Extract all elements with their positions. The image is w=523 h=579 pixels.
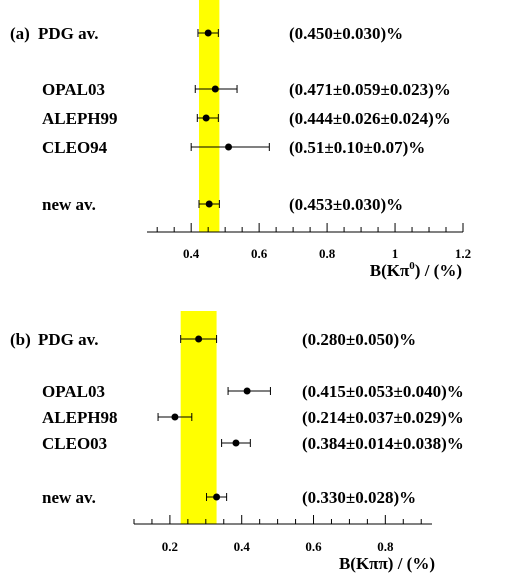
tick-label: 0.6 [251,246,268,261]
tick-label: 0.8 [377,539,394,554]
x-axis: 0.4 0.6 0.8 1 1.2 [147,223,471,261]
tick-label: 1 [392,246,399,261]
tick-label: 0.4 [183,246,200,261]
central-value-marker [205,200,213,208]
tick-label: 0.6 [305,539,322,554]
central-value-marker [202,114,210,122]
data-points [190,29,270,208]
tick-label: 0.2 [162,539,178,554]
panel-label: (a) [10,24,30,43]
value-label: (0.330±0.028)% [302,488,416,507]
value-label: (0.444±0.026±0.024)% [289,109,451,128]
measurement-label: CLEO94 [42,138,108,157]
measurement-labels: PDG av. OPAL03 ALEPH99 CLEO94 new av. [38,24,118,214]
tick-label: 0.4 [234,539,251,554]
measurement-label: new av. [42,195,96,214]
value-label: (0.415±0.053±0.040)% [302,382,464,401]
measurement-label: ALEPH98 [42,408,118,427]
measurement-label: OPAL03 [42,80,105,99]
measurement-label: CLEO03 [42,434,107,453]
x-axis: 0.2 0.4 0.6 0.8 [133,515,432,554]
value-label: (0.51±0.10±0.07)% [289,138,425,157]
value-labels: (0.280±0.050)% (0.415±0.053±0.040)% (0.214… [302,330,464,507]
panel-a: (a) PDG av. OPAL03 ALEPH99 CLEO94 new av. (0… [10,0,471,280]
x-axis-title: B(Kπ0) / (%) [370,260,462,280]
value-label: (0.450±0.030)% [289,24,403,43]
central-value-marker [171,413,179,421]
central-value-marker [211,85,219,93]
measurement-point [206,493,228,501]
measurement-label: ALEPH99 [42,109,118,128]
data-points [157,335,271,501]
value-labels: (0.450±0.030)% (0.471±0.059±0.023)% (0.444… [289,24,451,214]
central-value-marker [225,143,233,151]
tick-label: 0.8 [319,246,336,261]
measurement-point [196,114,219,122]
measurement-label: PDG av. [38,330,98,349]
value-label: (0.384±0.014±0.038)% [302,434,464,453]
measurement-point [198,200,220,208]
average-band [198,0,220,232]
value-label: (0.453±0.030)% [289,195,403,214]
measurement-label: new av. [42,488,96,507]
value-label: (0.280±0.050)% [302,330,416,349]
value-label: (0.471±0.059±0.023)% [289,80,451,99]
measurement-point [221,439,251,447]
central-value-marker [232,439,240,447]
panel-b: (b) PDG av. OPAL03 ALEPH98 CLEO03 new av. (0… [10,311,464,573]
measurement-point [194,85,238,93]
central-value-marker [195,335,203,343]
measurement-point [197,29,219,37]
central-value-marker [204,29,212,37]
measurement-point [190,143,270,151]
x-axis-title: B(Kππ) / (%) [339,554,435,573]
tick-label: 1.2 [455,246,471,261]
panel-label: (b) [10,330,31,349]
value-label: (0.214±0.037±0.029)% [302,408,464,427]
measurement-point [180,335,218,343]
measurement-point [157,413,193,421]
central-value-marker [213,493,221,501]
measurement-labels: PDG av. OPAL03 ALEPH98 CLEO03 new av. [38,330,118,507]
measurement-label: OPAL03 [42,382,105,401]
central-value-marker [243,387,251,395]
measurement-label: PDG av. [38,24,98,43]
measurement-point [227,387,271,395]
